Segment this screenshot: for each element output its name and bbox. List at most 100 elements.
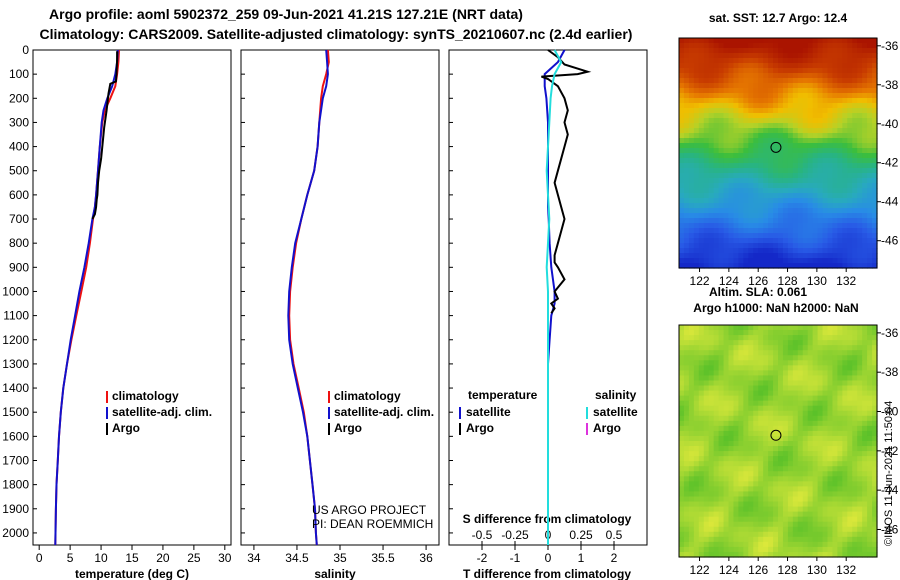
map-cell (683, 258, 690, 264)
map-cell (822, 496, 829, 503)
map-cell (708, 415, 715, 422)
map-cell (703, 133, 710, 139)
map-cell (847, 526, 853, 533)
map-cell (802, 501, 809, 508)
map-cell (753, 370, 759, 377)
map-cell (817, 48, 824, 54)
map-cell (718, 193, 725, 199)
map-cell (773, 325, 779, 331)
map-cell (713, 108, 720, 114)
map-cell (718, 360, 725, 366)
map-cell (852, 238, 858, 244)
map-cell (857, 526, 863, 533)
map-cell (723, 108, 730, 114)
map-cell (782, 456, 789, 462)
t-difference-label: T difference from climatology (463, 567, 631, 580)
map-cell (703, 208, 710, 214)
map-cell (787, 521, 794, 528)
map-cell (862, 78, 868, 84)
map-cell (713, 330, 720, 336)
map-cell (852, 113, 858, 119)
map-cell (807, 385, 814, 392)
map-cell (778, 325, 784, 331)
map-cell (822, 350, 829, 356)
map-cell (847, 415, 853, 422)
map-cell (728, 168, 735, 174)
map-cell (733, 258, 739, 264)
map-cell (782, 471, 789, 477)
map-cell (683, 531, 690, 538)
map-cell (773, 158, 779, 164)
map-cell (708, 456, 715, 462)
map-cell (753, 536, 759, 543)
map-cell (817, 148, 824, 154)
map-cell (718, 481, 725, 487)
map-cell (713, 491, 720, 498)
map-cell (743, 118, 749, 124)
map-cell (738, 108, 744, 114)
map-cell (797, 360, 804, 366)
map-cell (723, 253, 730, 259)
map-cell (753, 93, 759, 99)
map-cell (738, 370, 744, 377)
map-cell (773, 128, 779, 134)
map-cell (733, 218, 739, 224)
map-cell (758, 193, 764, 199)
map-cell (832, 168, 838, 174)
map-cell (802, 536, 809, 543)
x-tick-label: 35.5 (371, 551, 395, 565)
map-cell (867, 228, 873, 234)
map-cell (862, 496, 868, 503)
map-cell (738, 551, 744, 558)
map-cell (817, 58, 824, 64)
map-cell (773, 48, 779, 54)
map-cell (812, 395, 819, 402)
map-cell (867, 128, 873, 134)
map-cell (748, 238, 754, 244)
map-cell (847, 128, 853, 134)
map-cell (758, 243, 764, 249)
map-cell (862, 98, 868, 104)
map-cell (773, 511, 779, 518)
map-cell (688, 345, 695, 351)
map-cell (743, 456, 749, 462)
map-cell (708, 451, 715, 457)
map-cell (773, 58, 779, 64)
map-cell (738, 345, 744, 351)
map-cell (703, 228, 710, 234)
map-cell (847, 551, 853, 558)
map-cell (733, 193, 739, 199)
map-cell (787, 178, 794, 184)
map-cell (728, 521, 735, 528)
map-cell (817, 496, 824, 503)
map-cell (753, 541, 759, 548)
map-cell (812, 208, 819, 214)
map-cell (817, 198, 824, 204)
map-cell (822, 486, 829, 493)
map-cell (857, 213, 863, 219)
map-cell (857, 228, 863, 234)
map-cell (708, 551, 715, 558)
map-cell (787, 335, 794, 341)
map-cell (748, 466, 754, 472)
map-cell (832, 405, 838, 412)
map-cell (743, 486, 749, 493)
map-cell (688, 365, 695, 371)
map-cell (792, 365, 799, 371)
map-cell (758, 410, 764, 417)
map-cell (693, 340, 700, 346)
map-cell (723, 78, 730, 84)
map-cell (743, 330, 749, 336)
map-cell (817, 63, 824, 69)
legend-swatch-sal-argo (586, 423, 588, 435)
map-cell (872, 153, 878, 159)
map-cell (718, 248, 725, 254)
map-cell (832, 143, 838, 149)
map-cell (822, 435, 829, 442)
map-cell (683, 370, 690, 377)
map-cell (812, 188, 819, 194)
map-cell (758, 53, 764, 59)
map-cell (797, 53, 804, 59)
depth-tick-label: 1600 (2, 429, 29, 443)
